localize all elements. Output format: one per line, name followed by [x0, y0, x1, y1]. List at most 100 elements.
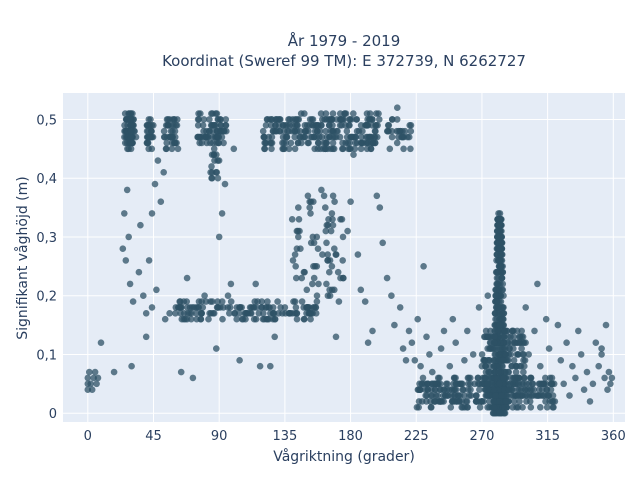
- data-point: [274, 298, 281, 305]
- data-point: [124, 122, 131, 129]
- data-point: [339, 233, 347, 241]
- data-point: [424, 386, 431, 394]
- data-point: [359, 127, 366, 135]
- data-point: [121, 133, 128, 141]
- data-point: [495, 368, 502, 376]
- data-point: [505, 386, 513, 394]
- data-point: [459, 380, 466, 388]
- data-point: [407, 145, 414, 153]
- data-point: [214, 298, 221, 305]
- data-point: [502, 351, 510, 358]
- data-point: [218, 298, 226, 305]
- y-tick-label: 0,3: [36, 231, 57, 246]
- data-point: [121, 110, 129, 117]
- data-point: [307, 315, 314, 323]
- data-point: [465, 386, 472, 394]
- data-point: [389, 116, 396, 123]
- data-point: [312, 310, 320, 317]
- data-point: [129, 298, 137, 305]
- data-point: [161, 133, 168, 141]
- data-point: [153, 286, 160, 294]
- data-point: [328, 116, 336, 123]
- data-point: [496, 263, 504, 270]
- data-point: [364, 139, 371, 147]
- data-point: [461, 357, 468, 364]
- data-point: [97, 339, 105, 347]
- data-point: [453, 398, 461, 405]
- data-point: [307, 210, 314, 217]
- x-tick-label: 45: [145, 429, 162, 444]
- data-point: [110, 368, 118, 376]
- data-point: [440, 327, 448, 335]
- data-point: [294, 227, 302, 235]
- data-point: [592, 339, 600, 347]
- data-point: [322, 227, 330, 235]
- data-point: [298, 274, 306, 282]
- data-point: [343, 127, 351, 135]
- data-point: [268, 145, 275, 153]
- data-point: [548, 398, 556, 405]
- data-point: [148, 127, 155, 135]
- data-point: [196, 139, 203, 147]
- data-point: [233, 315, 240, 323]
- data-point: [376, 116, 383, 123]
- data-point: [258, 304, 265, 311]
- data-point: [351, 145, 359, 153]
- data-point: [514, 339, 521, 347]
- data-point: [324, 251, 332, 258]
- data-point: [379, 239, 387, 247]
- data-point: [303, 286, 311, 294]
- data-point: [426, 351, 433, 358]
- data-point: [268, 116, 276, 123]
- data-point: [496, 221, 503, 229]
- data-point: [254, 298, 261, 305]
- data-point: [246, 304, 254, 311]
- data-point: [393, 116, 401, 123]
- y-axis-label: Signifikant våghöjd (m): [14, 176, 31, 339]
- data-point: [227, 298, 235, 305]
- data-point: [373, 133, 381, 141]
- data-point: [202, 133, 209, 141]
- data-point: [373, 192, 381, 200]
- data-point: [259, 127, 267, 135]
- data-point: [510, 357, 518, 364]
- data-point: [293, 274, 300, 282]
- data-point: [305, 139, 312, 147]
- data-point: [323, 239, 330, 247]
- data-point: [294, 139, 302, 147]
- data-point: [220, 139, 227, 147]
- data-point: [522, 304, 529, 311]
- data-point: [322, 110, 330, 117]
- data-point: [268, 139, 276, 147]
- data-point: [217, 116, 224, 123]
- data-point: [329, 139, 337, 147]
- data-point: [167, 133, 174, 141]
- data-point: [518, 386, 525, 394]
- data-point: [494, 227, 501, 235]
- x-tick-labels: 0 45 90 135 180 225 270 315 360: [84, 429, 626, 444]
- data-point: [267, 310, 274, 317]
- data-point: [197, 110, 204, 117]
- data-point: [469, 351, 477, 358]
- data-point: [586, 398, 594, 405]
- data-point: [359, 139, 367, 147]
- data-point: [124, 145, 131, 153]
- data-point: [391, 321, 398, 329]
- data-point: [608, 374, 616, 382]
- data-point: [363, 145, 371, 153]
- data-point: [393, 139, 401, 147]
- data-point: [595, 362, 602, 370]
- data-point: [482, 327, 490, 335]
- data-point: [399, 345, 407, 352]
- data-point: [499, 333, 507, 341]
- data-point: [273, 127, 280, 135]
- data-point: [394, 104, 401, 111]
- data-point: [415, 404, 423, 411]
- data-point: [476, 386, 483, 394]
- data-point: [336, 133, 344, 141]
- data-point: [347, 133, 354, 141]
- data-point: [142, 333, 150, 341]
- data-point: [308, 133, 316, 141]
- data-point: [161, 315, 169, 323]
- data-point: [490, 339, 498, 347]
